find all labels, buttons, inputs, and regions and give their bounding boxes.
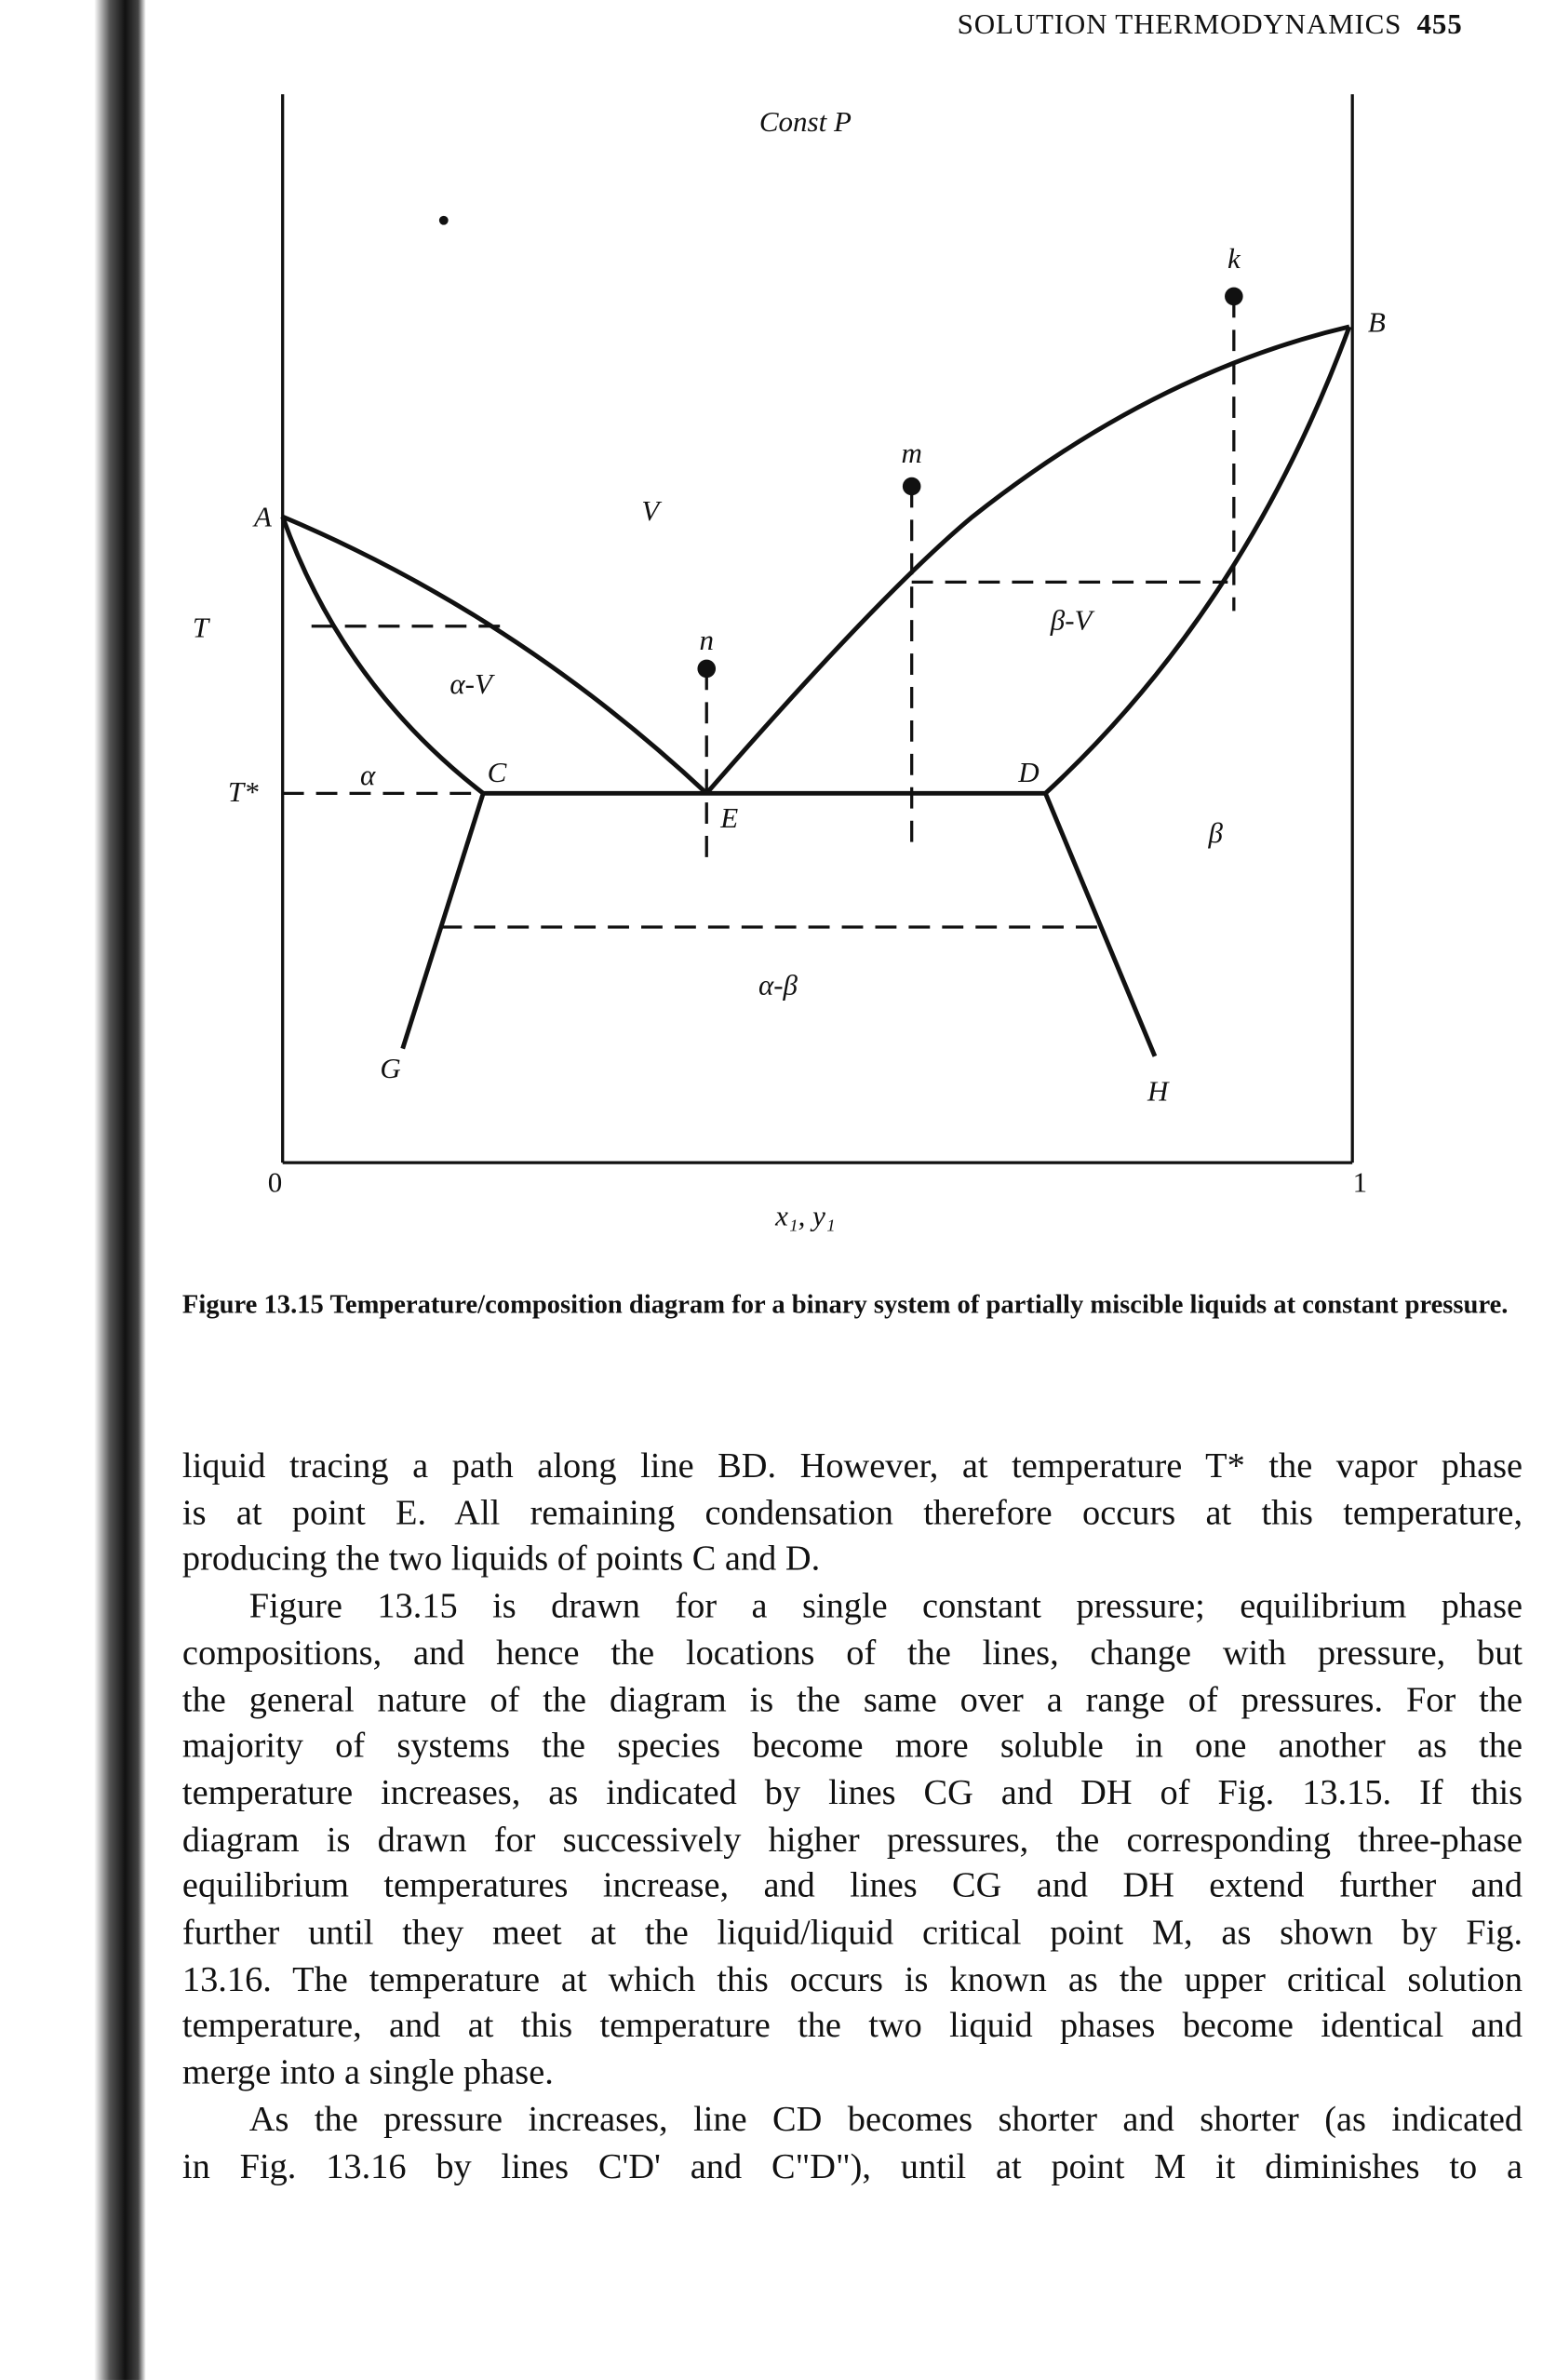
text-line: the general nature of the diagram is the… xyxy=(181,1680,1523,1720)
text-line: Figure 13.15 is drawn for a single const… xyxy=(248,1586,1523,1627)
paragraph: As the pressure increases, line CD becom… xyxy=(182,2097,1522,2190)
x-min-label: 0 xyxy=(268,1166,283,1199)
const-p-label: Const P xyxy=(759,105,852,138)
text-line: liquid tracing a path along line BD. How… xyxy=(181,1446,1523,1486)
text-line: diagram is drawn for successively higher… xyxy=(181,1820,1523,1860)
e-label: E xyxy=(719,801,738,834)
text-line: is at point E. All remaining condensatio… xyxy=(181,1493,1523,1534)
n-label: n xyxy=(699,624,714,656)
h-label: H xyxy=(1147,1075,1170,1108)
alpha-v-label: α-V xyxy=(449,667,495,700)
text-line: temperature increases, as indicated by l… xyxy=(181,1773,1523,1813)
g-label: G xyxy=(380,1052,400,1084)
running-header: SOLUTION THERMODYNAMICS 455 xyxy=(958,9,1463,43)
a-label: A xyxy=(252,501,273,533)
point-m xyxy=(902,477,921,496)
scan-edge xyxy=(94,0,146,2380)
d-label: D xyxy=(1017,756,1039,788)
point-k xyxy=(1225,287,1243,306)
paragraph: liquid tracing a path along line BD. How… xyxy=(182,1444,1522,1583)
text-line: equilibrium temperatures increase, and l… xyxy=(181,1866,1523,1907)
x-axis-label: x₁, y₁ xyxy=(774,1200,836,1232)
paragraph: Figure 13.15 is drawn for a single const… xyxy=(182,1584,1522,2097)
c-label: C xyxy=(488,756,507,788)
t-star-label: T* xyxy=(228,775,259,808)
text-line: compositions, and hence the locations of… xyxy=(181,1633,1523,1674)
caption-number: Figure 13.15 xyxy=(181,1288,324,1320)
line-dh xyxy=(1043,792,1158,1057)
text-line: in Fig. 13.16 by lines C'D' and C"D"), u… xyxy=(181,2146,1523,2186)
dew-curve-e-b xyxy=(704,324,1350,795)
text-line: merge into a single phase. xyxy=(181,2053,554,2093)
dew-curve-a-e xyxy=(281,514,708,796)
text-line: producing the two liquids of points C an… xyxy=(181,1540,821,1580)
bubble-curve-a-c xyxy=(280,516,485,796)
x-max-label: 1 xyxy=(1353,1166,1368,1199)
text-line: majority of systems the species become m… xyxy=(181,1727,1523,1767)
point-n xyxy=(697,659,717,679)
b-label: B xyxy=(1368,306,1386,339)
v-label: V xyxy=(641,494,662,527)
text-line: temperature, and at this temperature the… xyxy=(181,2007,1523,2047)
body-text: liquid tracing a path along line BD. How… xyxy=(182,1444,1522,2190)
page-number: 455 xyxy=(1416,8,1463,42)
figure-caption: Figure 13.15 Temperature/composition dia… xyxy=(182,1285,1527,1322)
alpha-beta-label: α-β xyxy=(758,968,798,1001)
phase-diagram: Const P T T* A B C D E G H V k m n α α-V… xyxy=(193,94,1386,1232)
t-label: T xyxy=(193,612,211,644)
m-label: m xyxy=(901,437,921,469)
caption-text: Temperature/composition diagram for a bi… xyxy=(329,1288,1509,1320)
k-label: k xyxy=(1227,242,1241,275)
running-title: SOLUTION THERMODYNAMICS xyxy=(957,8,1402,42)
beta-v-label: β-V xyxy=(1050,604,1095,637)
text-line: 13.16. The temperature at which this occ… xyxy=(181,1959,1523,2000)
line-cg xyxy=(400,792,486,1050)
speck xyxy=(438,215,449,225)
text-line: As the pressure increases, line CD becom… xyxy=(248,2100,1523,2140)
beta-label: β xyxy=(1208,816,1224,849)
text-line: further until they meet at the liquid/li… xyxy=(181,1913,1523,1954)
alpha-label: α xyxy=(360,759,376,791)
bubble-curve-b-d xyxy=(1043,326,1352,796)
